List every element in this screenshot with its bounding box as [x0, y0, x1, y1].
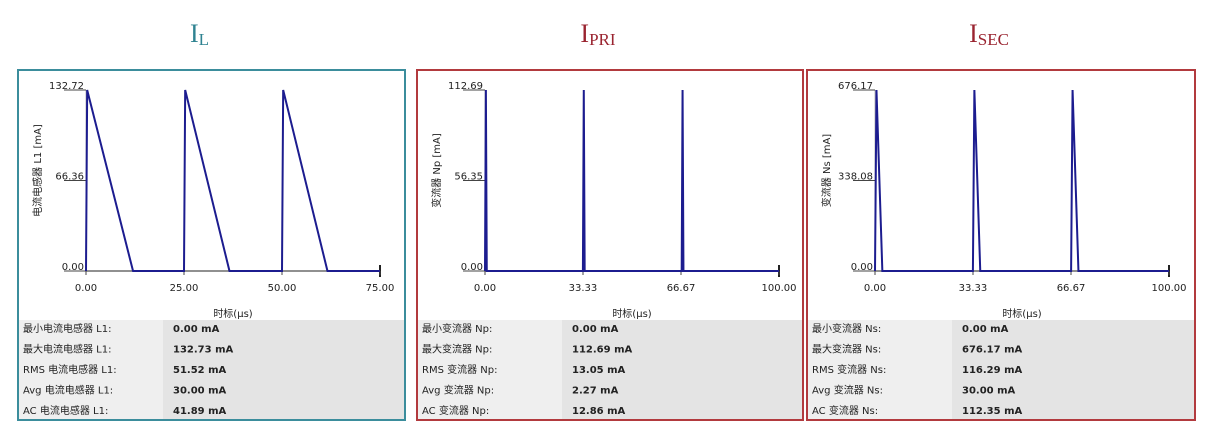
y-tick-label: 338.08: [838, 172, 873, 183]
stat-label: 最小电流电感器 L1:: [23, 322, 111, 335]
stat-label: Avg 电流电感器 L1:: [23, 384, 113, 397]
title-main: I: [580, 19, 589, 48]
waveform: [874, 89, 1169, 272]
panel-title: ISEC: [969, 19, 1009, 49]
stat-label: RMS 变流器 Ns:: [812, 363, 886, 376]
panel-title: IL: [190, 19, 209, 49]
x-axis-label: 时标(µs): [612, 308, 651, 320]
y-axis-label: 变流器 Np [mA]: [430, 133, 443, 208]
title-subscript: SEC: [978, 30, 1009, 49]
panel-frame: [416, 69, 804, 421]
y-tick-label: 0.00: [62, 262, 84, 273]
x-tick-label: 0.00: [75, 283, 97, 294]
stat-label: Avg 变流器 Np:: [422, 384, 494, 397]
y-tick-label: 0.00: [851, 262, 873, 273]
y-tick-label: 0.00: [461, 262, 483, 273]
stat-label: Avg 变流器 Ns:: [812, 384, 883, 397]
stat-label: AC 电流电感器 L1:: [23, 404, 108, 417]
stat-value: 30.00 mA: [173, 386, 227, 397]
x-tick-label: 75.00: [366, 283, 395, 294]
stat-value: 0.00 mA: [962, 324, 1009, 335]
stat-value: 51.52 mA: [173, 365, 227, 376]
x-tick-label: 66.67: [1057, 283, 1086, 294]
stat-value: 116.29 mA: [962, 365, 1022, 376]
stat-value: 0.00 mA: [173, 324, 220, 335]
stat-label: 最小变流器 Ns:: [812, 322, 881, 335]
x-tick-label: 33.33: [959, 283, 988, 294]
y-tick-label: 56.35: [454, 171, 483, 182]
waveform: [484, 89, 779, 272]
stats-value-column: [952, 320, 1194, 419]
stat-label: 最大电流电感器 L1:: [23, 343, 111, 356]
stat-value: 112.35 mA: [962, 406, 1022, 417]
title-main: I: [190, 19, 199, 48]
stat-value: 30.00 mA: [962, 386, 1016, 397]
panel-frame: [806, 69, 1196, 421]
y-axis-label: 电流电感器 L1 [mA]: [31, 124, 44, 217]
x-tick-label: 0.00: [864, 283, 886, 294]
panel-title: IPRI: [580, 19, 615, 49]
x-tick-label: 100.00: [1152, 283, 1187, 294]
stats-value-column: [163, 320, 404, 419]
x-tick-label: 25.00: [170, 283, 199, 294]
x-axis-label: 时标(µs): [1002, 308, 1041, 320]
stat-value: 41.89 mA: [173, 406, 227, 417]
title-main: I: [969, 19, 978, 48]
y-tick-label: 132.72: [49, 81, 84, 92]
stat-value: 132.73 mA: [173, 345, 233, 356]
y-tick-label: 676.17: [838, 81, 873, 92]
y-tick-label: 66.36: [55, 172, 84, 183]
stat-label: AC 变流器 Np:: [422, 404, 489, 417]
x-tick-label: 50.00: [268, 283, 297, 294]
x-tick-label: 100.00: [762, 283, 797, 294]
title-subscript: L: [199, 30, 209, 49]
stat-value: 676.17 mA: [962, 345, 1022, 356]
x-tick-label: 0.00: [474, 283, 496, 294]
stat-value: 0.00 mA: [572, 324, 619, 335]
x-tick-label: 33.33: [569, 283, 598, 294]
stat-label: 最大变流器 Ns:: [812, 343, 881, 356]
stat-label: AC 变流器 Ns:: [812, 404, 878, 417]
stat-value: 112.69 mA: [572, 345, 632, 356]
stat-value: 2.27 mA: [572, 386, 619, 397]
x-tick-label: 66.67: [667, 283, 696, 294]
stat-label: 最大变流器 Np:: [422, 343, 492, 356]
x-axis-label: 时标(µs): [213, 308, 252, 320]
waveform: [85, 89, 380, 272]
y-tick-label: 112.69: [448, 81, 483, 92]
stat-value: 12.86 mA: [572, 406, 626, 417]
stat-label: RMS 电流电感器 L1:: [23, 363, 117, 376]
y-axis-label: 变流器 Ns [mA]: [820, 134, 833, 208]
stat-value: 13.05 mA: [572, 365, 626, 376]
stat-label: RMS 变流器 Np:: [422, 363, 497, 376]
panel-frame: [17, 69, 406, 421]
stats-value-column: [562, 320, 802, 419]
stat-label: 最小变流器 Np:: [422, 322, 492, 335]
title-subscript: PRI: [589, 30, 616, 49]
